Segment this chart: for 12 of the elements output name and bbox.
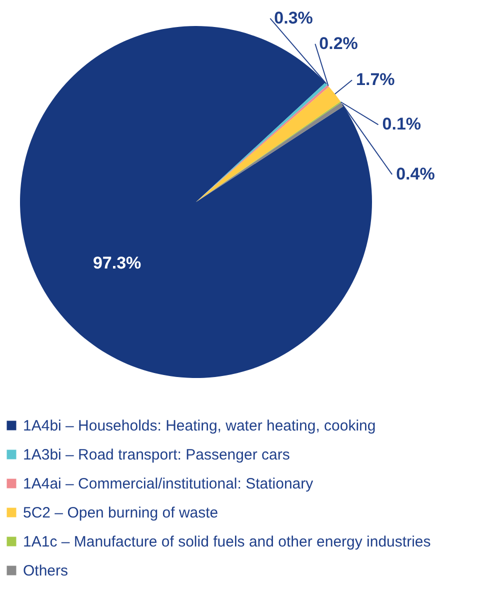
data-label: 0.4% xyxy=(396,164,435,184)
data-label: 97.3% xyxy=(92,253,142,272)
legend-label: 5C2 – Open burning of waste xyxy=(23,504,218,522)
data-label: 0.1% xyxy=(382,114,422,134)
legend-label: 1A1c – Manufacture of solid fuels and other energy industries xyxy=(23,534,431,550)
legend-label: 1A4bi – Households: Heating, water heating, cooking xyxy=(23,418,376,434)
data-label: 1.7% xyxy=(356,70,395,90)
data-label: 0.3% xyxy=(274,8,313,28)
legend-label: Others xyxy=(23,562,68,580)
data-label: 0.2% xyxy=(319,34,358,53)
legend-label: 1A3bi – Road transport: Passenger cars xyxy=(23,446,290,464)
legend-label: 1A4ai – Commercial/institutional: Stationary xyxy=(23,476,314,492)
